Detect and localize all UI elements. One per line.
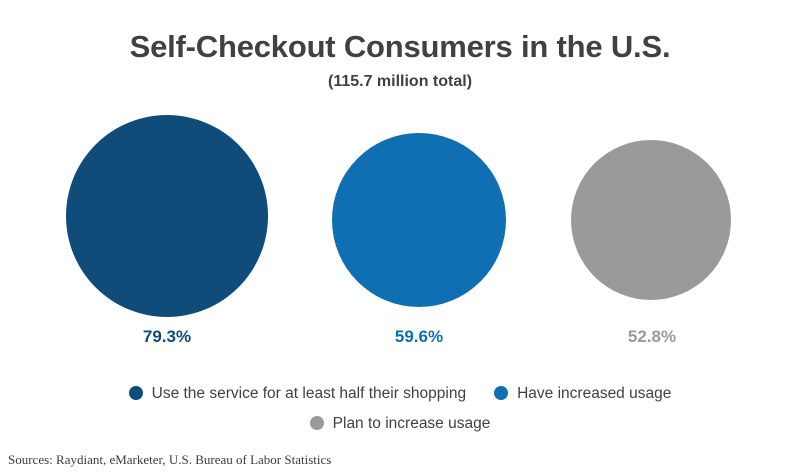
bubble-value-plan-increase: 52.8% [627, 327, 677, 346]
bubble-increased-usage[interactable] [332, 133, 506, 307]
legend-item-increased-usage[interactable]: Have increased usage [494, 384, 671, 403]
bubble-plan-increase[interactable] [571, 140, 731, 300]
legend: Use the service for at least half their … [0, 378, 800, 438]
legend-label-use-service: Use the service for at least half their … [151, 384, 467, 402]
legend-item-plan-increase[interactable]: Plan to increase usage [309, 414, 491, 433]
bubble-group-increased-usage: 59.6% [332, 0, 506, 360]
bubble-area: 79.3% 59.6% 52.8% [0, 0, 800, 360]
source-note: Sources: Raydiant, eMarketer, U.S. Burea… [8, 452, 332, 467]
bubble-value-use-service: 79.3% [142, 327, 192, 346]
legend-label-increased-usage: Have increased usage [517, 384, 672, 402]
bubble-value-increased-usage: 59.6% [394, 327, 444, 346]
title-block: Self-Checkout Consumers in the U.S. (115… [0, 28, 800, 92]
legend-row-1: Use the service for at least half their … [0, 378, 800, 408]
legend-item-use-service[interactable]: Use the service for at least half their … [128, 384, 467, 403]
legend-dot-icon-use-service [128, 386, 143, 400]
legend-dot-icon-increased-usage [494, 386, 509, 400]
chart-subtitle: (115.7 million total) [327, 73, 473, 90]
legend-row-2: Plan to increase usage [0, 408, 800, 438]
legend-label-plan-increase: Plan to increase usage [332, 414, 491, 432]
bubble-group-plan-increase: 52.8% [504, 0, 800, 360]
page-title: Self-Checkout Consumers in the U.S. [129, 29, 671, 64]
bubble-use-service[interactable] [66, 115, 268, 317]
legend-dot-icon-plan-increase [309, 416, 324, 430]
bubble-group-use-service: 79.3% [0, 0, 334, 360]
